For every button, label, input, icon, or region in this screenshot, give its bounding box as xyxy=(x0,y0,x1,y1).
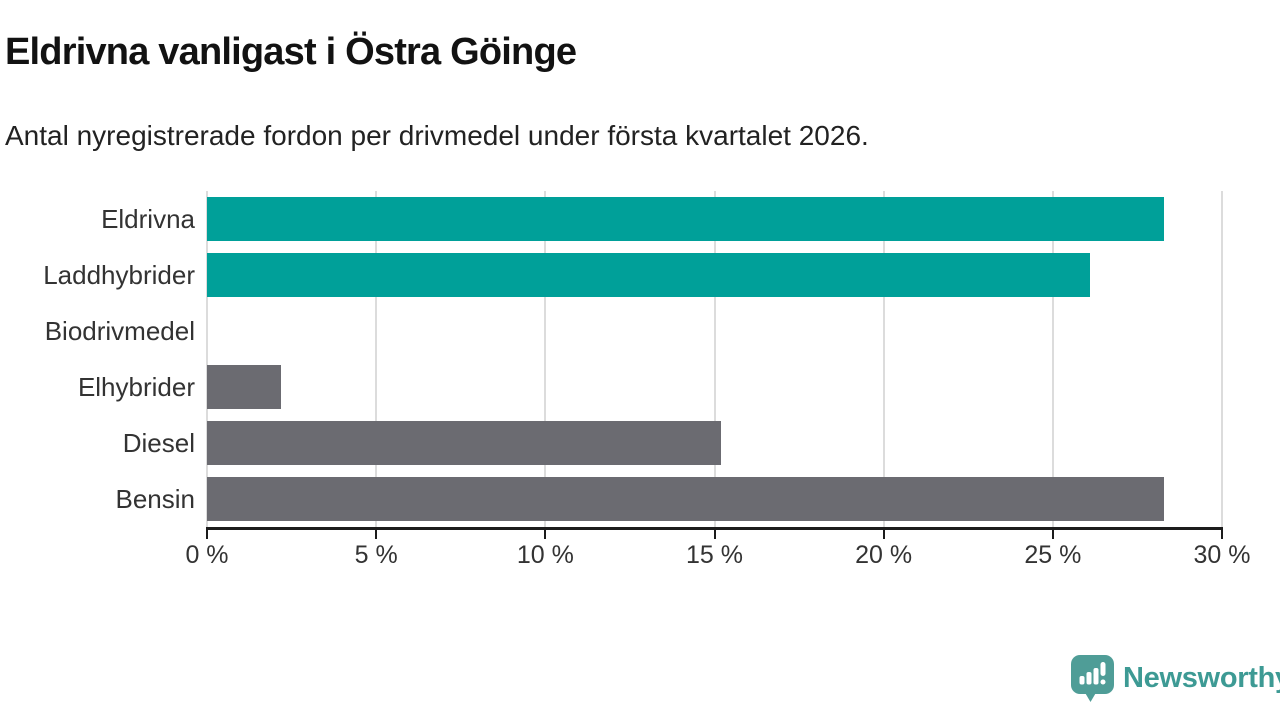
x-tick xyxy=(1051,530,1054,539)
bar-bensin xyxy=(207,477,1165,521)
x-tick-label: 25 % xyxy=(1024,541,1082,569)
chart-title: Eldrivna vanligast i Östra Göinge xyxy=(5,31,577,73)
x-tick-label: 5 % xyxy=(354,541,398,569)
gridline xyxy=(1051,191,1054,527)
x-tick xyxy=(1221,530,1223,539)
bar-elhybrider xyxy=(207,365,282,409)
x-tick-label: 0 % xyxy=(185,541,229,569)
gridline xyxy=(375,191,378,527)
bar-eldrivna xyxy=(207,197,1165,241)
y-axis-label: Laddhybrider xyxy=(43,259,195,290)
y-axis-label: Elhybrider xyxy=(77,371,195,402)
x-tick xyxy=(882,530,885,539)
newsworthy-logo-text: Newsworthy xyxy=(1123,662,1280,694)
y-axis-label: Bensin xyxy=(115,483,196,514)
x-tick-label: 30 % xyxy=(1193,541,1251,569)
gridline xyxy=(206,191,208,527)
y-axis-labels: Eldrivna Laddhybrider Biodrivmedel Elhybrid… xyxy=(0,191,195,527)
y-axis-label: Biodrivmedel xyxy=(44,315,195,346)
x-tick-label: 10 % xyxy=(516,541,574,569)
x-tick xyxy=(206,530,208,539)
y-axis-label: Eldrivna xyxy=(101,203,195,234)
bar-diesel xyxy=(207,421,722,465)
y-axis-label: Diesel xyxy=(122,427,195,458)
newsworthy-logo-icon xyxy=(1071,655,1114,702)
x-tick xyxy=(713,530,716,539)
newsworthy-logo: Newsworthy xyxy=(1071,655,1280,702)
x-tick xyxy=(544,530,547,539)
x-tick-label: 20 % xyxy=(855,541,913,569)
gridline xyxy=(544,191,547,527)
gridline xyxy=(882,191,885,527)
bar-laddhybrider xyxy=(207,253,1091,297)
chart-subtitle: Antal nyregistrerade fordon per drivmede… xyxy=(5,120,869,151)
x-tick xyxy=(375,530,378,539)
x-tick-label: 15 % xyxy=(686,541,743,569)
plot-area xyxy=(206,191,1223,527)
x-axis-line xyxy=(206,527,1223,530)
gridline xyxy=(713,191,716,527)
gridline xyxy=(1221,191,1223,527)
